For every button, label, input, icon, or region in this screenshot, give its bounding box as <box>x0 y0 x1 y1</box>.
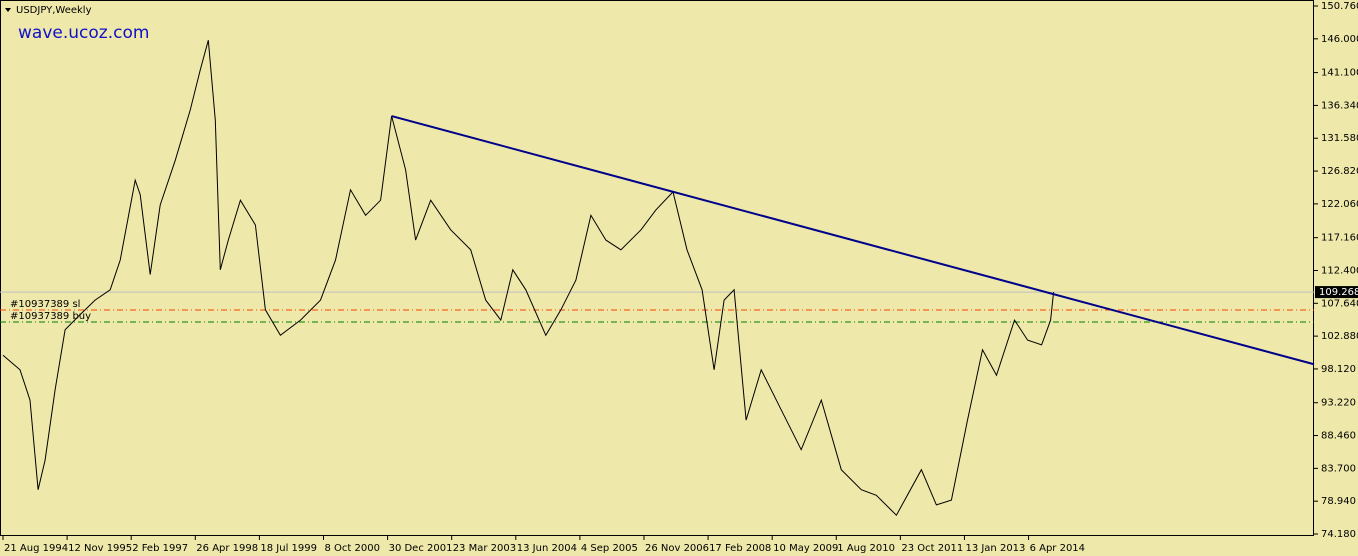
x-tick-label: 18 Jul 1999 <box>260 543 317 554</box>
price-line <box>2 40 1055 517</box>
y-tick-label: 88.460 <box>1321 431 1356 442</box>
y-tick-label: 146.000 <box>1321 34 1358 45</box>
x-tick-label: 13 Jan 2013 <box>965 543 1025 554</box>
y-tick-label: 102.880 <box>1321 331 1358 342</box>
order-label: #10937389 sl <box>10 299 80 310</box>
x-tick-label: 12 Nov 1995 <box>68 543 132 554</box>
y-tick-label: 107.640 <box>1321 298 1358 309</box>
order-label: #10937389 buy <box>10 311 91 322</box>
y-tick-label: 83.700 <box>1321 463 1356 474</box>
y-tick-label: 93.220 <box>1321 398 1356 409</box>
x-tick-label: 10 May 2009 <box>773 543 838 554</box>
y-tick-label: 98.120 <box>1321 364 1356 375</box>
plot-frame <box>0 0 1314 536</box>
menu-arrow <box>5 8 11 12</box>
current-price-box <box>1315 286 1358 299</box>
x-tick-label: 21 Aug 1994 <box>4 543 68 554</box>
x-tick-label: 26 Apr 1998 <box>196 543 258 554</box>
x-tick-label: 4 Sep 2005 <box>581 543 638 554</box>
x-tick-label: 1 Aug 2010 <box>837 543 895 554</box>
trendline <box>391 115 1315 366</box>
x-tick-label: 6 Apr 2014 <box>1030 543 1085 554</box>
y-tick-label: 117.160 <box>1321 233 1358 244</box>
chart-title: USDJPY,Weekly <box>16 5 92 16</box>
y-tick-label: 112.400 <box>1321 265 1358 276</box>
y-tick-label: 136.340 <box>1321 100 1358 111</box>
watermark: wave.ucoz.com <box>18 23 149 43</box>
x-tick-label: 23 Mar 2003 <box>453 543 516 554</box>
y-tick-label: 122.060 <box>1321 199 1358 210</box>
x-tick-label: 17 Feb 2008 <box>709 543 771 554</box>
y-tick-label: 78.940 <box>1321 496 1356 507</box>
y-tick-label: 74.180 <box>1321 529 1356 540</box>
x-tick-label: 8 Oct 2000 <box>324 543 379 554</box>
x-tick-label: 26 Nov 2006 <box>645 543 709 554</box>
x-tick-label: 13 Jun 2004 <box>517 543 577 554</box>
x-tick-label: 23 Oct 2011 <box>901 543 963 554</box>
y-tick-label: 150.760 <box>1321 1 1358 12</box>
y-tick-label: 141.100 <box>1321 68 1358 79</box>
y-tick-label: 131.580 <box>1321 133 1358 144</box>
current-price-label: 109.268 <box>1319 287 1358 298</box>
x-tick-label: 30 Dec 2001 <box>389 543 453 554</box>
y-tick-label: 126.820 <box>1321 166 1358 177</box>
x-tick-label: 2 Feb 1997 <box>132 543 188 554</box>
